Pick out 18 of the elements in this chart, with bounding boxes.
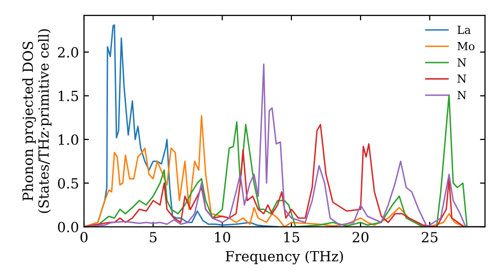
x-tick-label: 25	[422, 232, 438, 242]
y-tick-label: 0.0	[58, 222, 78, 232]
y-axis-title: Phonon projected DOS (States/THz·primitive cell)	[22, 29, 52, 213]
legend-label: La	[458, 26, 471, 34]
y-tick-label: 1.5	[58, 90, 78, 102]
x-axis-title: Frequency (THz)	[226, 250, 343, 264]
x-tick-label: 20	[352, 232, 368, 242]
y-tick-label: 2.0	[58, 47, 78, 58]
legend-label: Mo	[457, 42, 474, 50]
y-tick-label: 1.0	[58, 134, 78, 145]
y-tick-label: 0.5	[58, 178, 78, 189]
legend-label: N	[457, 58, 466, 67]
legend-label: N	[457, 74, 466, 83]
legend-label: N	[457, 90, 466, 100]
x-tick-label: 0	[80, 232, 88, 242]
x-tick-label: 15	[284, 232, 300, 242]
x-tick-label: 10	[215, 232, 230, 242]
x-tick-label: 5	[150, 232, 156, 242]
